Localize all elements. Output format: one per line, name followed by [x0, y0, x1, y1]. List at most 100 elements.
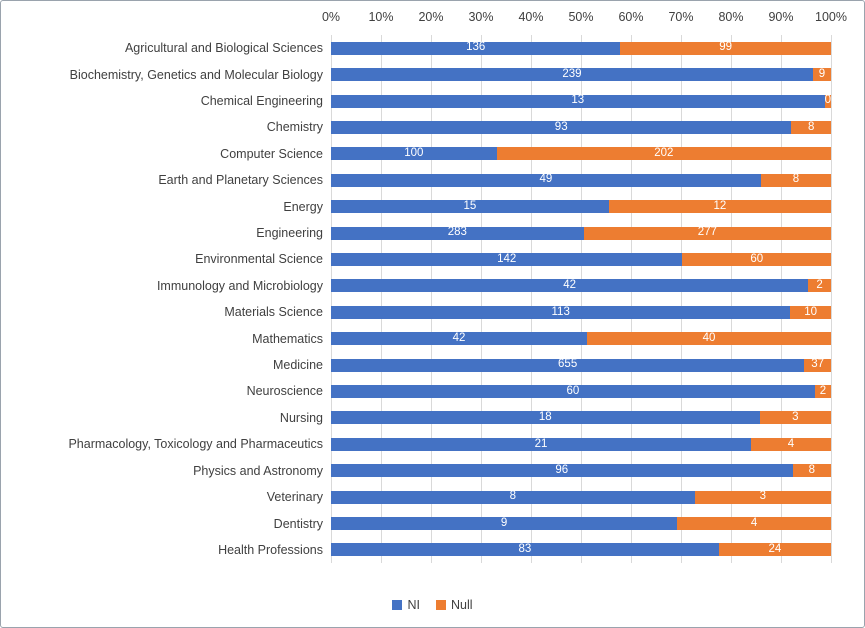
bar-value-label: 8	[792, 173, 800, 186]
chart-row: Biochemistry, Genetics and Molecular Bio…	[11, 61, 831, 87]
bar-track: 49 8	[331, 173, 831, 187]
gridline	[630, 35, 632, 563]
category-label: Environmental Science	[195, 252, 323, 267]
bar-segment-null: 60	[682, 252, 831, 266]
bar-value-label: 37	[811, 358, 825, 371]
bar-value-label: 136	[466, 41, 486, 54]
bar-value-label: 49	[539, 173, 553, 186]
chart-row: Earth and Planetary Sciences 49 8	[11, 167, 831, 193]
x-axis-tick: 100%	[815, 10, 847, 24]
chart-row: Chemistry 93 8	[11, 114, 831, 140]
chart-row: Environmental Science 142 60	[11, 246, 831, 272]
bar-track: 93 8	[331, 120, 831, 134]
x-axis-tick: 30%	[468, 10, 494, 24]
bar-value-label: 96	[555, 463, 569, 476]
bar-segment-null: 8	[791, 120, 831, 134]
bar-track: 113 10	[331, 305, 831, 319]
bar-track: 13 0	[331, 94, 831, 108]
bar-value-label: 99	[719, 41, 733, 54]
category-label: Medicine	[272, 358, 323, 373]
category-label: Agricultural and Biological Sciences	[124, 41, 323, 56]
bar-segment-null: 4	[751, 437, 831, 451]
bar-segment-ni: 96	[331, 463, 793, 478]
chart-row: Immunology and Microbiology 42 2	[11, 273, 831, 299]
category-label: Engineering	[256, 226, 323, 241]
chart-row: Energy 15 12	[11, 193, 831, 219]
x-axis-tick: 90%	[768, 10, 794, 24]
category-label: Nursing	[279, 410, 323, 425]
gridline	[680, 35, 682, 563]
x-axis: 0% 10% 20% 30% 40% 50% 60% 70% 80% 90% 100%	[322, 10, 847, 28]
chart-row: Computer Science 100 202	[11, 141, 831, 167]
bar-segment-ni: 239	[331, 68, 813, 82]
category-label: Energy	[283, 199, 323, 214]
bar-segment-ni: 142	[331, 252, 683, 266]
bar-track: 42 40	[331, 331, 831, 346]
bar-segment-ni: 83	[331, 543, 719, 557]
chart-row: Materials Science 113 10	[11, 299, 831, 325]
bar-segment-ni: 655	[331, 358, 805, 372]
bar-track: 15 12	[331, 200, 831, 214]
x-axis-tick: 50%	[568, 10, 594, 24]
category-label: Health Professions	[218, 542, 323, 557]
bar-track: 283 277	[331, 226, 831, 240]
category-label: Chemical Engineering	[200, 94, 323, 109]
bar-value-label: 3	[759, 490, 767, 503]
bar-value-label: 8	[807, 120, 815, 133]
legend-swatch-icon	[392, 600, 403, 610]
chart-row: Dentistry 9 4	[11, 510, 831, 536]
bar-segment-null: 8	[792, 464, 831, 478]
bar-value-label: 10	[804, 305, 818, 318]
bar-value-label: 2	[816, 279, 823, 292]
bar-value-label: 24	[768, 543, 782, 556]
bar-value-label: 4	[787, 437, 795, 450]
bar-segment-null: 2	[808, 279, 831, 293]
x-axis-tick: 10%	[368, 10, 394, 24]
category-label: Pharmacology, Toxicology and Pharmaceuti…	[68, 437, 323, 452]
gridline	[780, 35, 782, 563]
legend-label: Null	[450, 598, 473, 612]
bar-segment-null: 9	[812, 67, 831, 82]
chart-row: Medicine 655 37	[11, 352, 831, 378]
bar-value-label: 42	[452, 331, 466, 344]
bar-value-label: 60	[750, 252, 764, 265]
bar-segment-null: 4	[677, 517, 831, 531]
chart-row: Physics and Astronomy 96 8	[11, 458, 831, 484]
bar-value-label: 3	[792, 411, 799, 424]
bar-segment-ni: 60	[331, 384, 815, 398]
gridline	[530, 35, 532, 563]
bar-segment-null: 0	[824, 94, 831, 108]
bar-segment-ni: 42	[331, 331, 588, 346]
bar-segment-ni: 18	[331, 411, 760, 425]
x-axis-tick: 60%	[618, 10, 644, 24]
chart-row: Agricultural and Biological Sciences 136 9…	[11, 35, 831, 61]
bar-value-label: 18	[538, 411, 552, 424]
bar-segment-ni: 100	[331, 147, 497, 161]
chart-row: Nursing 18 3	[11, 405, 831, 431]
chart-row: Pharmacology, Toxicology and Pharmaceuti…	[11, 431, 831, 457]
category-label: Earth and Planetary Sciences	[158, 173, 323, 188]
category-label: Neuroscience	[246, 384, 323, 399]
bar-value-label: 60	[566, 384, 580, 397]
bar-value-label: 21	[534, 437, 548, 450]
gridlines	[330, 35, 832, 563]
bar-track: 42 2	[331, 279, 831, 293]
bar-track: 100 202	[331, 147, 831, 161]
gridline	[830, 35, 832, 563]
category-label: Computer Science	[220, 146, 323, 161]
bar-track: 239 9	[331, 67, 831, 82]
legend-swatch-icon	[435, 600, 446, 610]
bar-value-label: 9	[818, 67, 826, 80]
bar-value-label: 277	[697, 226, 717, 239]
bar-value-label: 100	[404, 147, 424, 160]
bar-track: 655 37	[331, 358, 831, 372]
gridline	[480, 35, 482, 563]
bar-value-label: 202	[654, 147, 674, 160]
x-axis-tick: 0%	[321, 10, 341, 24]
legend-label: NI	[407, 598, 420, 612]
category-label: Veterinary	[266, 490, 323, 505]
bar-segment-ni: 21	[331, 437, 751, 451]
